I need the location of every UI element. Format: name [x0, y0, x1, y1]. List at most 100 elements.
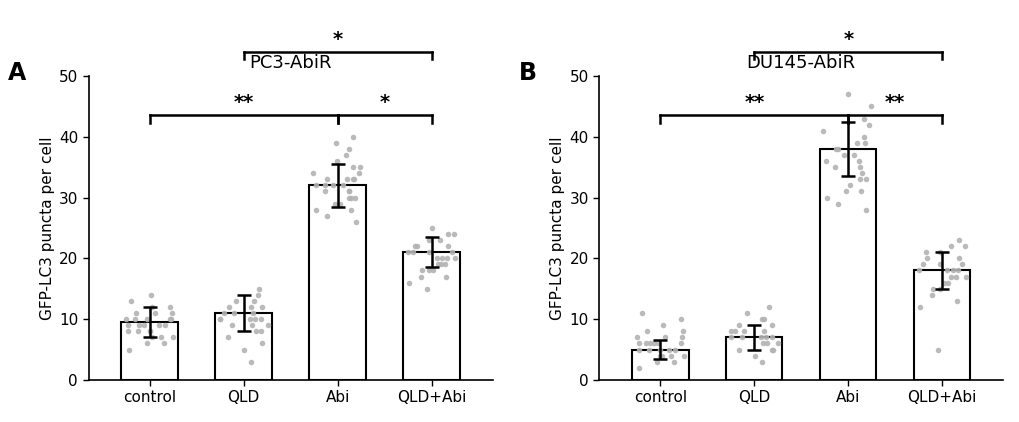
- Point: [212, 316, 228, 322]
- Point: [437, 261, 453, 268]
- Point: [253, 303, 269, 310]
- Point: [817, 158, 834, 165]
- Point: [730, 346, 746, 353]
- Point: [860, 121, 876, 128]
- Point: [340, 188, 357, 195]
- Point: [342, 206, 359, 213]
- Point: [130, 322, 147, 329]
- Point: [764, 346, 781, 353]
- Point: [431, 237, 447, 243]
- Point: [758, 340, 774, 347]
- Point: [307, 182, 323, 189]
- Point: [327, 139, 343, 146]
- Point: [443, 249, 460, 256]
- Point: [857, 176, 873, 183]
- Point: [346, 194, 363, 201]
- Bar: [121, 322, 177, 380]
- Point: [247, 316, 263, 322]
- Point: [144, 334, 160, 341]
- Point: [818, 194, 835, 201]
- Point: [942, 243, 958, 249]
- Title: PC3-AbiR: PC3-AbiR: [249, 54, 331, 72]
- Point: [318, 212, 334, 219]
- Point: [676, 352, 692, 359]
- Point: [852, 188, 868, 195]
- Point: [242, 316, 258, 322]
- Point: [253, 328, 269, 335]
- Point: [250, 292, 266, 298]
- Text: B: B: [518, 61, 536, 85]
- Bar: [309, 185, 366, 380]
- Point: [248, 328, 264, 335]
- Point: [760, 303, 776, 310]
- Point: [763, 322, 780, 329]
- Point: [419, 285, 435, 292]
- Point: [674, 328, 690, 335]
- Point: [344, 133, 361, 140]
- Point: [439, 243, 455, 249]
- Point: [930, 285, 947, 292]
- Point: [754, 340, 770, 347]
- Point: [155, 340, 171, 347]
- Point: [245, 310, 261, 316]
- Point: [216, 310, 232, 316]
- Point: [344, 164, 361, 170]
- Point: [331, 200, 347, 207]
- Point: [755, 328, 771, 335]
- Text: *: *: [379, 93, 389, 112]
- Point: [835, 151, 851, 158]
- Point: [826, 164, 843, 170]
- Point: [634, 310, 650, 316]
- Point: [253, 316, 269, 322]
- Point: [734, 334, 750, 341]
- Point: [228, 298, 245, 304]
- Point: [319, 176, 335, 183]
- Point: [344, 176, 361, 183]
- Point: [433, 255, 449, 262]
- Point: [849, 139, 865, 146]
- Point: [260, 322, 276, 329]
- Point: [769, 340, 786, 347]
- Point: [722, 334, 739, 341]
- Point: [911, 303, 927, 310]
- Point: [851, 176, 867, 183]
- Point: [842, 182, 858, 189]
- Y-axis label: GFP-LC3 puncta per cell: GFP-LC3 puncta per cell: [40, 136, 55, 320]
- Point: [651, 346, 667, 353]
- Point: [212, 316, 228, 322]
- Point: [950, 237, 966, 243]
- Point: [128, 310, 145, 316]
- Point: [413, 273, 429, 280]
- Point: [660, 346, 677, 353]
- Point: [220, 303, 236, 310]
- Point: [653, 352, 669, 359]
- Point: [120, 328, 137, 335]
- Point: [243, 358, 259, 365]
- Point: [853, 170, 869, 176]
- Point: [762, 334, 779, 341]
- Point: [351, 170, 367, 176]
- Point: [347, 219, 364, 225]
- Point: [328, 158, 344, 165]
- Point: [948, 298, 964, 304]
- Bar: [913, 271, 969, 380]
- Point: [243, 303, 259, 310]
- Point: [325, 182, 341, 189]
- Point: [956, 243, 972, 249]
- Point: [727, 328, 743, 335]
- Point: [136, 322, 152, 329]
- Point: [445, 231, 462, 238]
- Point: [637, 340, 653, 347]
- Point: [399, 249, 416, 256]
- Point: [922, 292, 938, 298]
- Point: [424, 267, 440, 274]
- Point: [721, 328, 738, 335]
- Point: [446, 255, 463, 262]
- Point: [923, 285, 940, 292]
- Point: [244, 322, 260, 329]
- Point: [666, 346, 683, 353]
- Point: [949, 267, 965, 274]
- Point: [828, 146, 845, 152]
- Point: [827, 146, 844, 152]
- Point: [342, 194, 359, 201]
